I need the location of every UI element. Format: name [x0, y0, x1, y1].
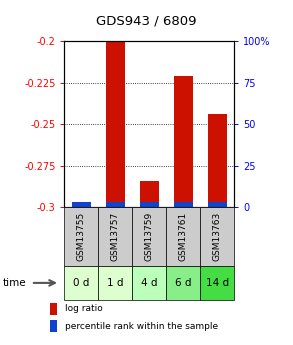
Text: percentile rank within the sample: percentile rank within the sample — [65, 322, 218, 331]
Bar — [140, 180, 159, 207]
Bar — [200, 266, 234, 300]
Bar — [98, 266, 132, 300]
Bar — [50, 303, 57, 315]
Bar — [166, 207, 200, 266]
Bar — [72, 202, 91, 207]
Text: 14 d: 14 d — [206, 278, 229, 288]
Text: GSM13759: GSM13759 — [145, 212, 154, 261]
Bar — [208, 202, 227, 207]
Bar — [208, 114, 227, 207]
Text: 0 d: 0 d — [73, 278, 90, 288]
Text: GSM13761: GSM13761 — [179, 212, 188, 261]
Bar — [98, 207, 132, 266]
Bar — [132, 266, 166, 300]
Text: 1 d: 1 d — [107, 278, 124, 288]
Text: time: time — [3, 278, 27, 288]
Text: GSM13757: GSM13757 — [111, 212, 120, 261]
Text: log ratio: log ratio — [65, 304, 103, 313]
Text: GSM13755: GSM13755 — [77, 212, 86, 261]
Text: GSM13763: GSM13763 — [213, 212, 222, 261]
Text: GDS943 / 6809: GDS943 / 6809 — [96, 14, 197, 28]
Bar — [174, 76, 193, 207]
Text: 6 d: 6 d — [175, 278, 192, 288]
Bar — [64, 207, 98, 266]
Bar — [166, 266, 200, 300]
Bar — [50, 320, 57, 332]
Bar — [132, 207, 166, 266]
Bar — [174, 202, 193, 207]
Bar — [140, 202, 159, 207]
Text: 4 d: 4 d — [141, 278, 158, 288]
Bar — [64, 266, 98, 300]
Bar — [106, 41, 125, 207]
Bar — [106, 202, 125, 207]
Bar — [200, 207, 234, 266]
